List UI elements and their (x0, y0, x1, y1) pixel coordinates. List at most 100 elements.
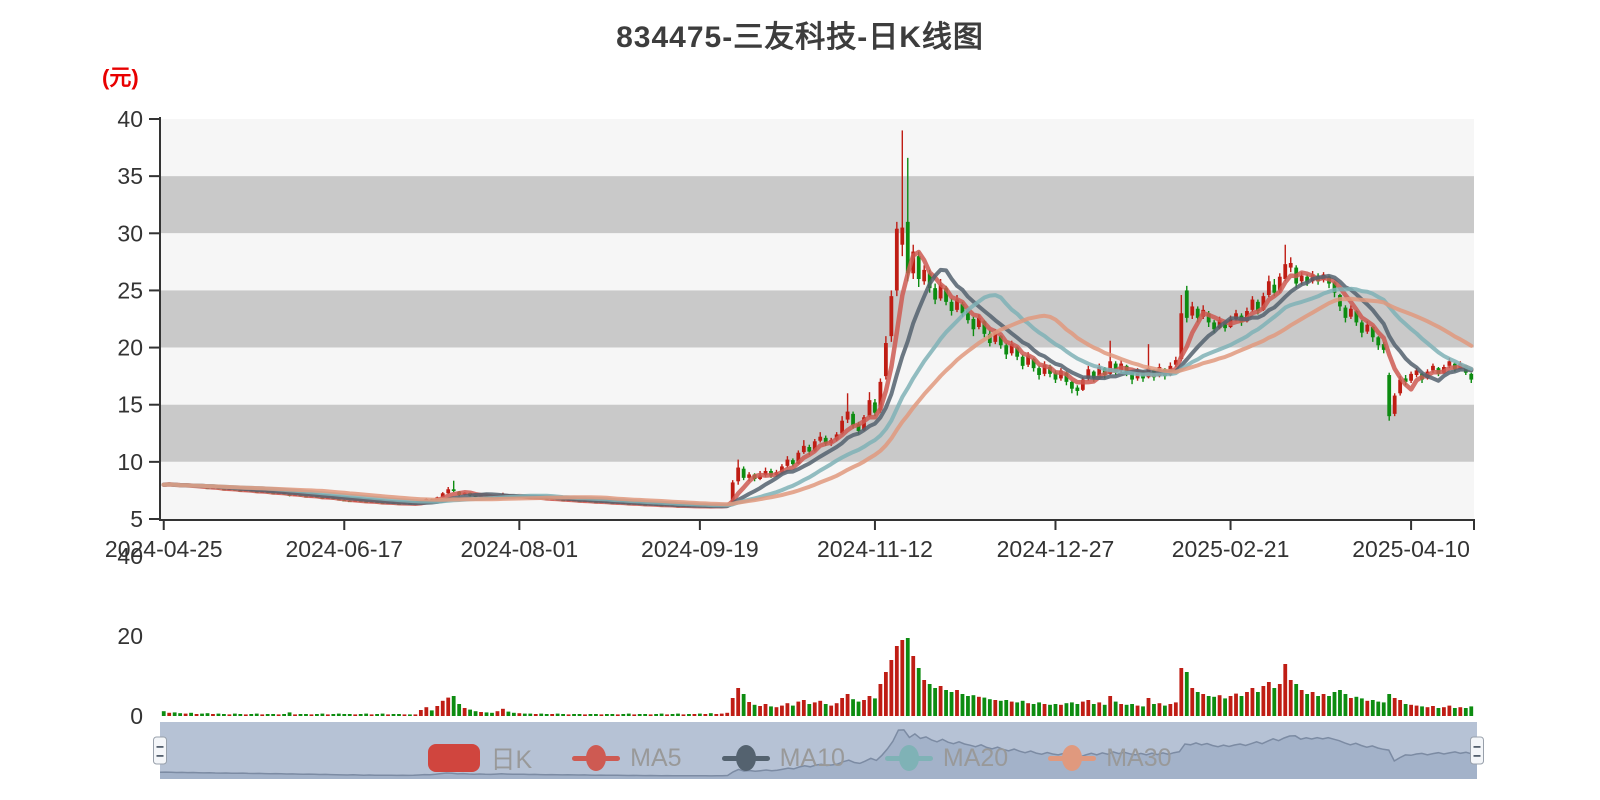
candle-body (933, 288, 938, 300)
volume-bar (763, 704, 768, 716)
volume-bar (626, 713, 631, 716)
candle-body (1343, 307, 1348, 318)
navigator[interactable] (153, 720, 1484, 779)
candle-body (1091, 371, 1096, 379)
volume-bar (1376, 701, 1381, 716)
volume-bar (572, 714, 576, 716)
candle-body (1179, 313, 1184, 359)
volume-bar (1463, 708, 1468, 716)
stripe-band (161, 290, 1474, 348)
candle-body (1398, 379, 1403, 394)
volume-bar (243, 714, 248, 716)
volume-bar (1048, 704, 1052, 716)
volume-bar (1152, 704, 1156, 716)
volume-bar (1015, 702, 1020, 716)
x-axis-tick-label: 2024-06-17 (285, 536, 403, 562)
volume-bar (1403, 704, 1408, 716)
background-stripes (161, 119, 1474, 519)
volume-bar (440, 700, 445, 716)
volume-bar (418, 710, 423, 716)
volume-bar (533, 714, 538, 716)
candle-body (1064, 372, 1069, 382)
y-axis-tick (149, 118, 159, 120)
volume-bar (637, 714, 642, 716)
x-axis-tick (698, 521, 701, 530)
volume-bar (834, 703, 839, 716)
y-axis-tick (149, 289, 159, 292)
ma-line-ma30 (161, 296, 1474, 507)
volume-bar (927, 684, 932, 716)
legend-item-ma5[interactable]: MA5 (572, 744, 682, 773)
candle-body (1272, 284, 1277, 293)
volume-bar (1398, 700, 1403, 716)
volume-bar (659, 713, 664, 716)
volume-bar (878, 684, 883, 716)
volume-bar (583, 714, 587, 716)
volume-bar (1370, 700, 1375, 716)
volume-bar (1168, 704, 1173, 716)
volume-bar (1277, 684, 1282, 716)
x-axis-tick (1410, 521, 1413, 530)
volume-bar (1310, 692, 1315, 716)
volume-bar (550, 714, 555, 716)
candle-body (1097, 367, 1102, 378)
volume-bar (446, 697, 451, 716)
volume-bar (894, 646, 899, 716)
volume-bar (501, 708, 505, 716)
candle-body (1381, 344, 1386, 350)
volume-bar (287, 712, 292, 716)
candle-body (758, 475, 762, 479)
legend-item-ma10[interactable]: MA10 (721, 744, 845, 773)
candle-body (801, 445, 806, 453)
stripe-band (161, 233, 1474, 291)
volume-bar (933, 688, 938, 716)
candle-body (785, 459, 790, 466)
legend-item-ma30[interactable]: MA30 (1048, 744, 1172, 773)
navigator-right-handle-grip-box[interactable] (1470, 736, 1484, 765)
legend-item-kline[interactable]: 日K (428, 740, 532, 776)
candle-body (1299, 275, 1304, 282)
volume-bar (1245, 692, 1249, 716)
ma-line-ma10 (161, 267, 1474, 509)
candle-body (780, 466, 784, 473)
candle-body (741, 468, 746, 478)
legend-item-ma20[interactable]: MA20 (884, 744, 1008, 773)
volume-bar (730, 698, 735, 716)
volume-bar (911, 656, 916, 716)
volume-bar (522, 713, 527, 716)
x-axis-tick (518, 521, 521, 530)
candle-wick (1109, 340, 1111, 375)
candle-body (1069, 381, 1074, 389)
volume-bar (1261, 686, 1266, 716)
volume-bar (905, 638, 910, 716)
candle-body (955, 299, 959, 310)
volume-bar (1020, 700, 1025, 716)
navigator-left-handle-grip-box[interactable] (153, 736, 167, 765)
volume-bar (1141, 706, 1145, 716)
volume-bar (883, 672, 888, 716)
volume-bar (1365, 700, 1370, 716)
volume-bar (325, 714, 330, 716)
candle-body (1080, 379, 1085, 390)
volume-bar (714, 714, 719, 716)
volume-bar (889, 660, 894, 716)
volume-bar (1130, 704, 1134, 716)
volume-bar (588, 714, 593, 716)
candle-wick (846, 393, 849, 423)
candle-body (812, 441, 817, 451)
volume-bar (238, 714, 243, 716)
navigator-left-handle[interactable] (153, 736, 167, 765)
navigator-area (160, 729, 1477, 779)
x-axis-tick (343, 521, 346, 530)
volume-bar (851, 699, 855, 716)
candle-body (1234, 313, 1238, 319)
navigator-right-handle[interactable] (1470, 736, 1484, 765)
volume-bar (408, 714, 412, 716)
volume-bar (490, 712, 494, 716)
volume-bar (944, 690, 948, 716)
candle-body (1250, 299, 1255, 310)
stripe-band (161, 347, 1474, 405)
volume-bar (670, 714, 675, 716)
candle-body (807, 447, 812, 452)
candle-body (1283, 264, 1288, 279)
